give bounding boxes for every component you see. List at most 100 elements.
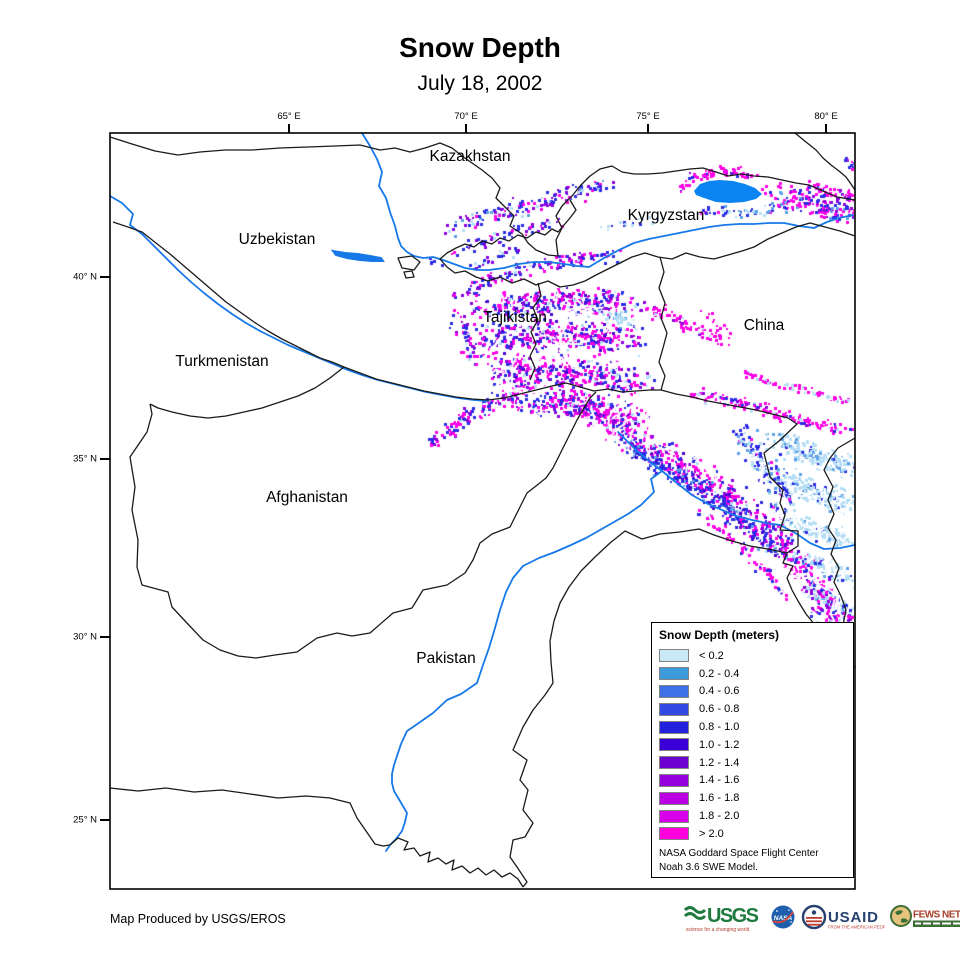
fews-wordmark: FEWS NET — [913, 910, 960, 921]
country-border-0 — [109, 136, 559, 257]
longitude-tick-mark — [647, 124, 649, 133]
fews-continent — [895, 910, 903, 915]
river-path-1 — [361, 132, 854, 271]
legend-footer: NASA Goddard Space Flight Center Noah 3.… — [659, 847, 849, 875]
country-border-4 — [529, 282, 542, 381]
country-border-8 — [129, 391, 597, 659]
nasa-wordmark: NASA — [774, 915, 793, 922]
country-border-14 — [794, 132, 856, 191]
country-label-afghanistan: Afghanistan — [266, 489, 348, 506]
river-path-4 — [385, 470, 663, 852]
legend-swatch — [659, 773, 689, 787]
legend-swatch — [659, 649, 689, 663]
legend-swatch — [659, 791, 689, 805]
country-border-7 — [149, 366, 345, 419]
legend-swatch — [659, 684, 689, 698]
latitude-tick-label: 35° N — [73, 453, 97, 465]
legend-entry: 1.0 - 1.2 — [659, 736, 849, 754]
river-path-2 — [617, 431, 781, 526]
longitude-tick-label: 70° E — [454, 111, 478, 122]
legend-swatch — [659, 756, 689, 770]
usgs-logo: USGS science for a changing world — [683, 905, 759, 933]
legend-entry-label: 1.6 - 1.8 — [699, 792, 740, 805]
legend-entry: 0.8 - 1.0 — [659, 718, 849, 736]
longitude-tick-label: 65° E — [277, 111, 301, 122]
legend-entry: < 0.2 — [659, 647, 849, 665]
usaid-stripe — [806, 920, 822, 923]
legend-entry-label: 0.6 - 0.8 — [699, 703, 740, 716]
legend-entry: 0.6 - 0.8 — [659, 700, 849, 718]
longitude-tick-mark — [288, 124, 290, 133]
lake-aydar-kul — [330, 249, 385, 262]
legend-footer-line2: Noah 3.6 SWE Model. — [659, 861, 758, 873]
country-border-15 — [397, 255, 421, 271]
country-label-kyrgyzstan: Kyrgyzstan — [627, 207, 705, 224]
legend-entry-label: 0.2 - 0.4 — [699, 667, 740, 680]
legend-swatch — [659, 667, 689, 681]
fews-globe-icon — [890, 905, 912, 927]
latitude-tick-mark — [100, 636, 110, 638]
country-label-turkmenistan: Turkmenistan — [175, 353, 269, 370]
legend-entry: 1.6 - 1.8 — [659, 789, 849, 807]
usaid-stripe — [806, 917, 822, 919]
longitude-tick-label: 80° E — [814, 111, 838, 122]
usgs-wave-icon — [683, 912, 707, 920]
legend-entry: 1.2 - 1.4 — [659, 754, 849, 772]
longitude-tick-label: 75° E — [636, 111, 660, 122]
legend-entry-label: < 0.2 — [699, 649, 724, 662]
usgs-wordmark: USGS — [707, 905, 759, 927]
legend-entry: 0.4 - 0.6 — [659, 683, 849, 701]
country-border-3 — [658, 256, 668, 391]
nasa-star — [788, 909, 790, 911]
legend-entry-label: 0.8 - 1.0 — [699, 721, 740, 734]
fews-banner-text-marks — [915, 922, 960, 925]
country-border-6 — [343, 366, 661, 401]
river-path-0 — [109, 195, 489, 402]
legend-entry-label: 0.4 - 0.6 — [699, 685, 740, 698]
legend-entry-label: 1.4 - 1.6 — [699, 774, 740, 787]
river-path-3 — [779, 524, 856, 550]
legend-swatch — [659, 809, 689, 823]
usaid-logo: USAID FROM THE AMERICAN PEOPLE — [801, 904, 885, 930]
usgs-tagline: science for a changing world — [686, 927, 750, 933]
country-border-9 — [660, 389, 851, 667]
country-border-1 — [555, 165, 856, 257]
map-frame — [109, 132, 856, 890]
legend-footer-line1: NASA Goddard Space Flight Center — [659, 847, 819, 859]
logo-row: USGS science for a changing world NASA U… — [683, 903, 960, 933]
legend-entry: 0.2 - 0.4 — [659, 665, 849, 683]
latitude-tick-label: 25° N — [73, 814, 97, 826]
fews-net-logo: FEWS NET — [890, 905, 960, 927]
country-border-5 — [112, 221, 345, 368]
country-border-13 — [109, 787, 391, 847]
latitude-tick-mark — [100, 819, 110, 821]
legend: Snow Depth (meters) < 0.2 0.2 - 0.4 0.4 - … — [651, 622, 854, 878]
longitude-tick-mark — [825, 124, 827, 133]
legend-swatch — [659, 827, 689, 841]
latitude-tick-mark — [100, 458, 110, 460]
country-label-pakistan: Pakistan — [416, 650, 476, 667]
legend-swatch — [659, 738, 689, 752]
usaid-wordmark: USAID — [828, 909, 878, 926]
country-border-11 — [509, 528, 788, 888]
nasa-swoosh — [772, 911, 794, 924]
legend-title: Snow Depth (meters) — [659, 628, 780, 642]
latitude-tick-label: 40° N — [73, 271, 97, 283]
latitude-tick-label: 30° N — [73, 631, 97, 643]
legend-rows: < 0.2 0.2 - 0.4 0.4 - 0.6 0.6 - 0.8 0.8 - 1.… — [659, 647, 849, 843]
legend-entry-label: 1.0 - 1.2 — [699, 738, 740, 751]
legend-entry: 1.8 - 2.0 — [659, 807, 849, 825]
legend-entry: 1.4 - 1.6 — [659, 772, 849, 790]
legend-swatch — [659, 702, 689, 716]
map-credit: Map Produced by USGS/EROS — [110, 912, 286, 926]
nasa-logo: NASA — [771, 905, 795, 929]
country-border-16 — [403, 270, 415, 279]
country-border-2 — [439, 199, 856, 288]
latitude-tick-mark — [100, 276, 110, 278]
legend-entry-label: > 2.0 — [699, 827, 724, 840]
country-border-12 — [389, 837, 524, 888]
nasa-star — [790, 921, 792, 923]
longitude-tick-mark — [465, 124, 467, 133]
